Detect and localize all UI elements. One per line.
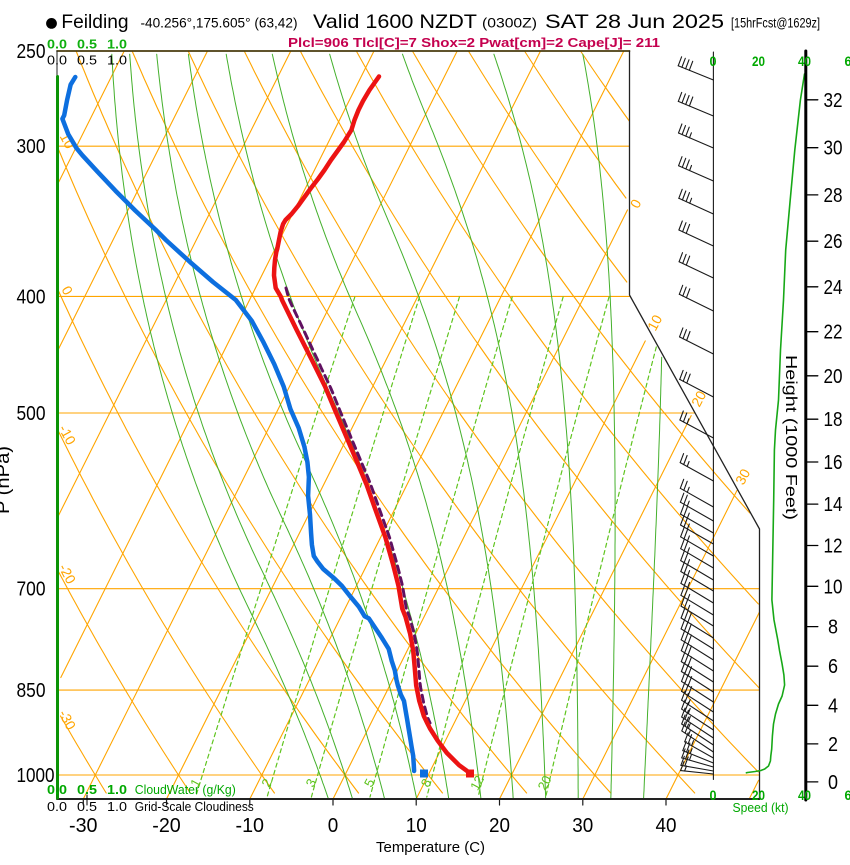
svg-text:Valid 1600 NZDT: Valid 1600 NZDT (313, 12, 477, 33)
svg-text:-10: -10 (236, 815, 265, 837)
svg-text:26: 26 (824, 231, 843, 253)
svg-text:32: 32 (824, 90, 843, 112)
svg-text:Plcl=906 Tlcl[C]=7 Shox=2 Pwat: Plcl=906 Tlcl[C]=7 Shox=2 Pwat[cm]=2 Cap… (288, 35, 660, 50)
svg-text:(0300Z): (0300Z) (482, 15, 537, 31)
svg-text:0.0: 0.0 (47, 37, 67, 52)
svg-text:P (hPa): P (hPa) (0, 446, 13, 514)
svg-text:Grid-Scale Cloudiness: Grid-Scale Cloudiness (135, 799, 254, 814)
svg-text:Height (1000 Feet): Height (1000 Feet) (782, 355, 799, 520)
svg-text:0: 0 (828, 772, 838, 794)
svg-text:Temperature (C): Temperature (C) (376, 839, 485, 856)
svg-text:0.0: 0.0 (47, 799, 67, 814)
svg-text:0: 0 (710, 787, 717, 803)
svg-text:20: 20 (824, 366, 843, 388)
svg-text:30: 30 (824, 138, 843, 160)
svg-text:10: 10 (406, 815, 427, 837)
svg-text:850: 850 (17, 680, 46, 702)
svg-text:0: 0 (710, 53, 717, 69)
svg-text:Speed (kt): Speed (kt) (733, 801, 789, 815)
svg-text:CloudWater (g/Kg): CloudWater (g/Kg) (135, 782, 236, 797)
svg-text:300: 300 (17, 136, 46, 158)
svg-text:1.0: 1.0 (107, 37, 127, 52)
svg-text:400: 400 (17, 286, 46, 308)
svg-text:8: 8 (828, 617, 838, 639)
svg-text:2: 2 (828, 734, 838, 756)
svg-text:1.0: 1.0 (107, 53, 127, 68)
svg-text:6: 6 (828, 656, 838, 678)
svg-text:22: 22 (824, 322, 843, 344)
svg-text:6: 6 (845, 787, 850, 803)
svg-text:40: 40 (798, 53, 811, 69)
svg-text:-40.256°,175.605° (63,42): -40.256°,175.605° (63,42) (141, 16, 298, 31)
svg-text:0.5: 0.5 (77, 37, 97, 52)
svg-text:-30: -30 (69, 815, 98, 837)
svg-text:250: 250 (17, 41, 46, 63)
svg-text:30: 30 (572, 815, 593, 837)
svg-text:1.0: 1.0 (107, 799, 127, 814)
svg-text:12: 12 (824, 536, 843, 558)
svg-text:20: 20 (489, 815, 510, 837)
svg-text:16: 16 (824, 452, 843, 474)
svg-text:4: 4 (828, 695, 838, 717)
svg-text:28: 28 (824, 185, 843, 207)
svg-text:0.5: 0.5 (77, 53, 97, 68)
svg-text:Feilding: Feilding (61, 12, 128, 33)
svg-text:[15hrFcst@1629z]: [15hrFcst@1629z] (731, 16, 820, 31)
svg-text:0: 0 (328, 815, 339, 837)
svg-text:40: 40 (656, 815, 677, 837)
svg-text:24: 24 (824, 277, 843, 299)
svg-text:20: 20 (752, 53, 765, 69)
svg-text:18: 18 (824, 409, 843, 431)
svg-text:500: 500 (17, 403, 46, 425)
svg-text:700: 700 (17, 579, 46, 601)
svg-text:0.0: 0.0 (47, 782, 67, 797)
svg-text:SAT 28 Jun 2025: SAT 28 Jun 2025 (545, 12, 724, 33)
svg-text:40: 40 (798, 787, 811, 803)
svg-text:1.0: 1.0 (107, 782, 127, 797)
svg-text:10: 10 (824, 576, 843, 598)
svg-text:14: 14 (824, 494, 843, 516)
svg-text:0.0: 0.0 (47, 53, 67, 68)
svg-text:6: 6 (845, 53, 850, 69)
svg-text:-20: -20 (152, 815, 181, 837)
